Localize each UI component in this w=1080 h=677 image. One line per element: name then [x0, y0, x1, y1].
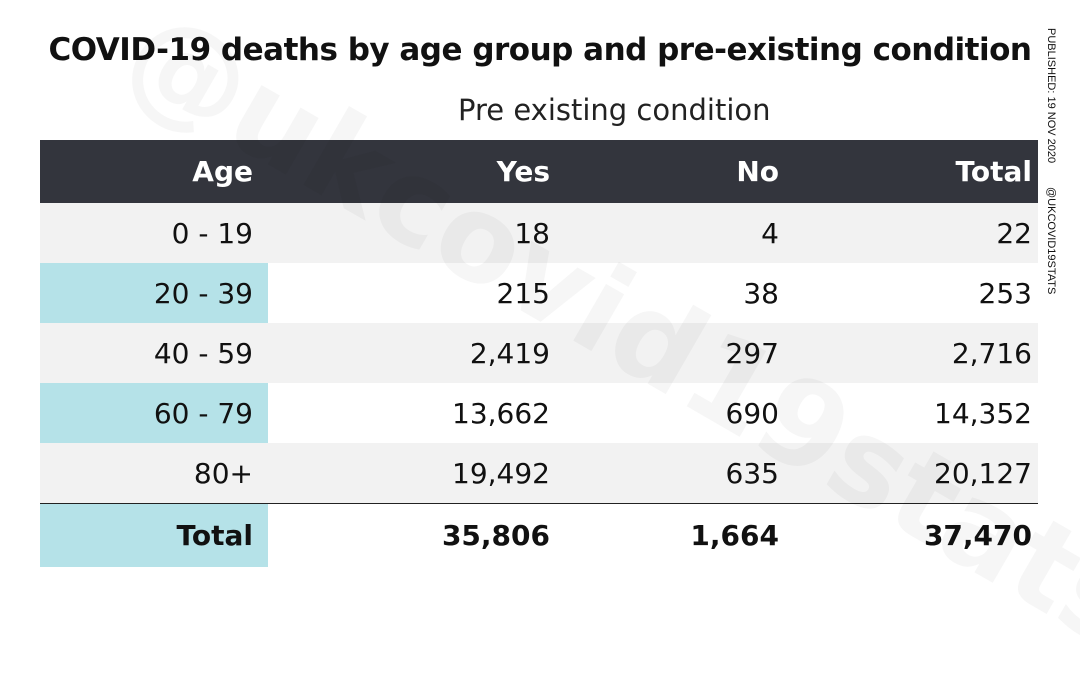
cell-age: 0 - 19 [171, 216, 253, 250]
cell-yes: 13,662 [452, 396, 550, 430]
table-row: 80+ 19,492 635 20,127 [40, 443, 1038, 503]
cell-age: 20 - 39 [153, 276, 253, 310]
cell-total: 2,716 [951, 336, 1032, 370]
published-date: PUBLISHED: 19 NOV 2020 [1045, 28, 1057, 164]
deaths-table: Age Yes No Total 0 - 19 18 4 22 20 - 39 215 38… [40, 140, 1038, 566]
table-row: 20 - 39 215 38 253 [40, 263, 1038, 323]
column-group-label: Pre existing condition [458, 93, 771, 127]
total-row: Total 35,806 1,664 37,470 [40, 503, 1038, 566]
cell-no: 297 [725, 336, 779, 370]
cell-total: 22 [996, 216, 1032, 250]
total-label: Total [176, 518, 254, 552]
cell-total: 253 [978, 276, 1032, 310]
header-age: Age [192, 155, 253, 188]
cell-yes: 19,492 [452, 456, 550, 490]
cell-no: 690 [725, 396, 779, 430]
total-no: 1,664 [690, 518, 779, 552]
cell-age: 40 - 59 [153, 336, 253, 370]
cell-age: 80+ [193, 456, 253, 490]
header-yes: Yes [496, 155, 550, 188]
age-column-highlight [40, 203, 268, 567]
total-yes: 35,806 [441, 518, 550, 552]
cell-age: 60 - 79 [153, 396, 253, 430]
total-total: 37,470 [923, 518, 1032, 552]
table-row: 60 - 79 13,662 690 14,352 [40, 383, 1038, 443]
cell-yes: 215 [496, 276, 550, 310]
cell-yes: 18 [514, 216, 550, 250]
side-caption: PUBLISHED: 19 NOV 2020 @UKCOVID19STATS [1045, 28, 1057, 318]
header-total: Total [955, 155, 1033, 188]
table-row: 0 - 19 18 4 22 [40, 203, 1038, 263]
table-row: 40 - 59 2,419 297 2,716 [40, 323, 1038, 383]
header-no: No [736, 155, 779, 188]
cell-no: 4 [761, 216, 779, 250]
handle: @UKCOVID19STATS [1045, 187, 1057, 295]
page-title: COVID-19 deaths by age group and pre-exi… [48, 32, 1032, 68]
cell-yes: 2,419 [469, 336, 550, 370]
cell-no: 635 [725, 456, 779, 490]
cell-total: 14,352 [934, 396, 1032, 430]
cell-total: 20,127 [934, 456, 1032, 490]
table-header: Age Yes No Total [40, 140, 1038, 203]
cell-no: 38 [743, 276, 779, 310]
